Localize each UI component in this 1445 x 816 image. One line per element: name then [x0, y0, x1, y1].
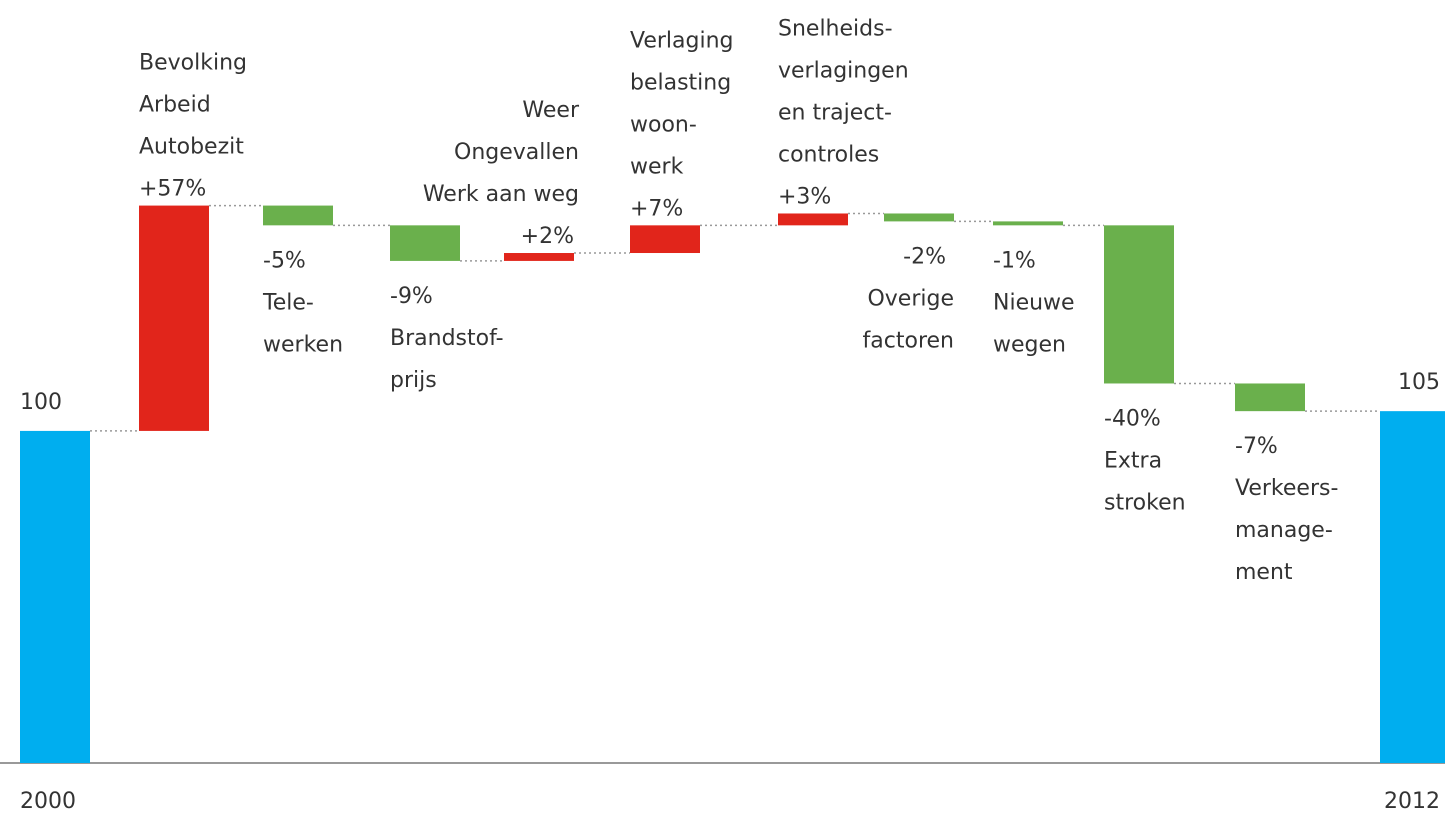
bar: [1104, 225, 1174, 384]
bar: [139, 205, 209, 431]
bar: [630, 225, 700, 254]
x-tick-label: 2012: [1384, 789, 1440, 814]
category-label: Bevolking: [139, 51, 247, 76]
value-label: -1%: [993, 248, 1036, 273]
value-label: +57%: [139, 177, 206, 202]
value-label: -7%: [1235, 434, 1278, 459]
category-label: manage-: [1235, 518, 1333, 543]
category-label: wegen: [993, 332, 1066, 357]
value-label: +2%: [521, 224, 574, 249]
category-label: belasting: [630, 70, 731, 95]
bar: [263, 205, 333, 226]
category-label: stroken: [1104, 490, 1186, 515]
bar: [1235, 383, 1305, 412]
category-label: factoren: [863, 328, 954, 353]
bar: [20, 430, 90, 763]
value-label: +3%: [778, 184, 831, 209]
category-label: Snelheids-: [778, 16, 893, 41]
category-label: Ongevallen: [454, 140, 579, 165]
value-label: -40%: [1104, 406, 1161, 431]
value-label: -2%: [903, 244, 946, 269]
value-label: -9%: [390, 284, 433, 309]
category-label: Arbeid: [139, 93, 211, 118]
category-label: Tele-: [262, 290, 314, 315]
category-label: ment: [1235, 560, 1293, 585]
category-label: Brandstof-: [390, 326, 504, 351]
category-label: Extra: [1104, 448, 1162, 473]
category-label: en traject-: [778, 100, 892, 125]
bar: [884, 213, 954, 222]
bar: [993, 221, 1063, 226]
category-label: prijs: [390, 368, 437, 393]
category-label: Weer: [522, 98, 580, 123]
category-label: Autobezit: [139, 135, 244, 160]
category-label: controles: [778, 142, 879, 167]
category-label: verlagingen: [778, 58, 909, 83]
bar: [1380, 411, 1445, 763]
bar: [778, 213, 848, 226]
value-label: 100: [20, 390, 62, 415]
value-label: -5%: [263, 248, 306, 273]
category-label: Nieuwe: [993, 290, 1075, 315]
category-label: werk: [630, 154, 684, 179]
category-label: Overige: [867, 286, 954, 311]
category-label: woon-: [630, 112, 697, 137]
category-label: Verlaging: [630, 28, 734, 53]
bar: [504, 253, 574, 261]
value-label: 105: [1398, 370, 1440, 395]
bar: [390, 225, 460, 261]
category-label: werken: [263, 332, 343, 357]
category-label: Verkeers-: [1235, 476, 1338, 501]
x-tick-label: 2000: [20, 789, 76, 814]
category-label: Werk aan weg: [423, 182, 579, 207]
value-label: +7%: [630, 196, 683, 221]
